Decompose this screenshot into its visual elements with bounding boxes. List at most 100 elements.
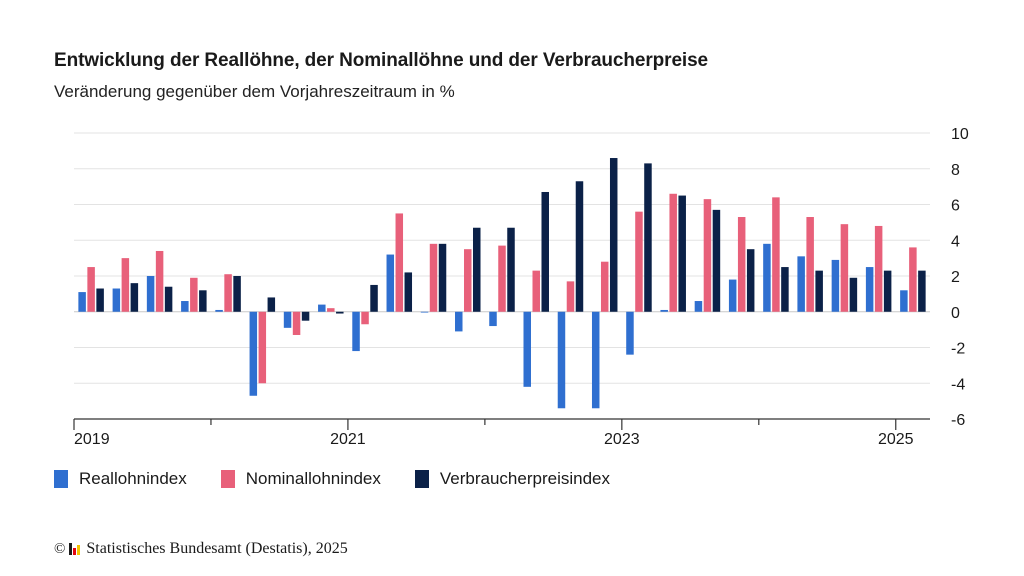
bar-nominallohnindex-2020-q1 — [224, 274, 232, 312]
bar-reallohnindex-2023-q3 — [694, 301, 703, 312]
bar-nominallohnindex-2024-q2 — [806, 217, 814, 312]
y-tick-label: 4 — [951, 233, 960, 250]
bar-reallohnindex-2020-q2 — [249, 311, 258, 396]
bar-verbraucherpreisindex-2023-q1 — [644, 163, 652, 312]
legend-swatch-verbraucherpreisindex — [414, 470, 429, 488]
bar-verbraucherpreisindex-2025-q1 — [918, 270, 926, 312]
bar-verbraucherpreisindex-2020-q2 — [267, 297, 276, 312]
source-footer: © Statistisches Bundesamt (Destatis), 20… — [54, 540, 348, 558]
bar-nominallohnindex-2019-q1 — [87, 267, 95, 312]
bar-verbraucherpreisindex-2022-q1 — [507, 227, 515, 312]
bar-reallohnindex-2021-q1 — [352, 311, 360, 352]
bar-nominallohnindex-2021-q2 — [395, 213, 404, 312]
y-tick-label: 10 — [951, 126, 969, 143]
bar-reallohnindex-2020-q3 — [283, 311, 292, 328]
bar-verbraucherpreisindex-2019-q3 — [164, 286, 173, 312]
y-tick-label: 8 — [951, 162, 960, 179]
y-tick-label: -4 — [951, 376, 965, 393]
bar-reallohnindex-2019-q3 — [146, 276, 155, 312]
bar-verbraucherpreisindex-2020-q3 — [301, 311, 310, 321]
bar-nominallohnindex-2019-q2 — [121, 258, 130, 312]
x-tick-label: 2025 — [878, 431, 914, 448]
legend-label-nominallohnindex: Nominallohnindex — [245, 469, 381, 488]
bar-reallohnindex-2022-q2 — [523, 311, 531, 387]
bar-nominallohnindex-2023-q4 — [737, 217, 746, 312]
bar-nominallohnindex-2021-q1 — [361, 311, 369, 325]
bar-reallohnindex-2025-q1 — [900, 290, 908, 312]
bar-nominallohnindex-2024-q4 — [874, 225, 883, 312]
bar-verbraucherpreisindex-2023-q3 — [712, 209, 721, 312]
bar-nominallohnindex-2019-q4 — [190, 277, 198, 312]
destatis-logo-icon — [69, 543, 81, 555]
bar-nominallohnindex-2025-q1 — [909, 247, 917, 312]
y-tick-label: -2 — [951, 341, 965, 358]
bar-verbraucherpreisindex-2023-q4 — [746, 249, 755, 312]
bar-nominallohnindex-2022-q2 — [532, 270, 540, 312]
bar-reallohnindex-2021-q3 — [420, 311, 429, 313]
bar-verbraucherpreisindex-2020-q1 — [233, 276, 241, 312]
bar-verbraucherpreisindex-2021-q1 — [370, 284, 378, 312]
y-tick-label: 6 — [951, 198, 960, 215]
bar-reallohnindex-2024-q3 — [831, 259, 840, 312]
bar-reallohnindex-2019-q2 — [112, 288, 121, 312]
bar-reallohnindex-2021-q4 — [455, 311, 463, 332]
y-tick-label: 2 — [951, 269, 960, 286]
bar-reallohnindex-2022-q3 — [557, 311, 566, 409]
logo-bar-1 — [69, 543, 73, 555]
bar-reallohnindex-2024-q1 — [763, 243, 771, 312]
bar-nominallohnindex-2022-q3 — [566, 281, 575, 312]
legend-label-reallohnindex: Reallohnindex — [79, 469, 187, 488]
bar-nominallohnindex-2023-q2 — [669, 193, 677, 312]
bar-verbraucherpreisindex-2021-q3 — [438, 243, 447, 312]
bar-reallohnindex-2022-q1 — [489, 311, 497, 327]
bar-verbraucherpreisindex-2021-q4 — [473, 227, 481, 312]
x-tick-label: 2023 — [604, 431, 640, 448]
bar-reallohnindex-2022-q4 — [591, 311, 600, 409]
bar-nominallohnindex-2022-q4 — [600, 261, 609, 312]
bar-reallohnindex-2023-q2 — [660, 309, 668, 312]
chart-title: Entwicklung der Reallöhne, der Nominallö… — [54, 50, 709, 71]
source-text: Statistisches Bundesamt (Destatis), 2025 — [86, 540, 348, 557]
x-tick-label: 2021 — [330, 431, 366, 448]
bar-reallohnindex-2019-q4 — [181, 301, 189, 312]
legend-swatch-nominallohnindex — [220, 470, 235, 488]
legend-item-nominallohnindex[interactable]: Nominallohnindex — [220, 469, 381, 489]
bar-verbraucherpreisindex-2024-q1 — [781, 267, 789, 312]
legend-item-reallohnindex[interactable]: Reallohnindex — [54, 469, 187, 489]
bar-nominallohnindex-2024-q1 — [772, 197, 780, 312]
y-tick-label: -6 — [951, 412, 965, 429]
copyright-symbol: © — [54, 540, 66, 557]
legend-label-verbraucherpreisindex: Verbraucherpreisindex — [439, 469, 610, 488]
bar-reallohnindex-2020-q4 — [318, 304, 326, 312]
bar-nominallohnindex-2020-q4 — [327, 308, 335, 312]
bar-verbraucherpreisindex-2024-q3 — [849, 277, 858, 312]
bar-nominallohnindex-2020-q3 — [292, 311, 301, 335]
bar-reallohnindex-2021-q2 — [386, 254, 395, 312]
logo-bar-2 — [73, 548, 77, 555]
bar-verbraucherpreisindex-2022-q4 — [609, 158, 618, 312]
bar-nominallohnindex-2023-q3 — [703, 199, 712, 312]
bar-nominallohnindex-2024-q3 — [840, 224, 849, 312]
bar-reallohnindex-2020-q1 — [215, 309, 223, 312]
bar-verbraucherpreisindex-2024-q2 — [815, 270, 823, 312]
legend-item-verbraucherpreisindex[interactable]: Verbraucherpreisindex — [414, 469, 610, 489]
x-tick-label: 2019 — [74, 431, 110, 448]
bar-verbraucherpreisindex-2019-q2 — [130, 283, 139, 312]
bar-verbraucherpreisindex-2023-q2 — [678, 195, 686, 312]
legend: Reallohnindex Nominallohnindex Verbrauch… — [54, 469, 644, 489]
y-tick-label: 0 — [951, 305, 960, 322]
bar-nominallohnindex-2021-q4 — [464, 249, 472, 312]
bar-verbraucherpreisindex-2019-q1 — [96, 288, 104, 312]
bar-verbraucherpreisindex-2020-q4 — [336, 311, 344, 314]
bar-reallohnindex-2023-q1 — [626, 311, 634, 355]
bar-verbraucherpreisindex-2022-q2 — [541, 191, 549, 312]
bar-nominallohnindex-2020-q2 — [258, 311, 267, 384]
bar-verbraucherpreisindex-2022-q3 — [575, 181, 584, 312]
logo-bar-3 — [77, 545, 81, 555]
bar-verbraucherpreisindex-2021-q2 — [404, 272, 413, 312]
legend-swatch-reallohnindex — [54, 470, 68, 488]
chart-subtitle: Veränderung gegenüber dem Vorjahreszeitr… — [54, 82, 455, 101]
bar-reallohnindex-2023-q4 — [728, 279, 737, 312]
bar-verbraucherpreisindex-2024-q4 — [883, 270, 892, 312]
